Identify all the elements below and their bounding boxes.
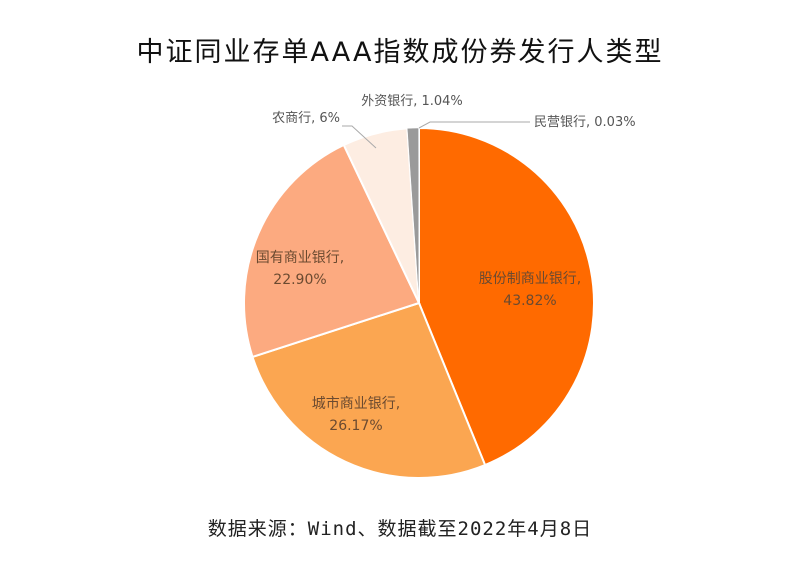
pie-slice <box>418 126 595 467</box>
slice-label: 农商行, 6% <box>272 111 340 126</box>
slice-label: 外资银行, 1.04% <box>361 94 463 109</box>
leader-line <box>418 121 530 129</box>
slice-label: 城市商业银行, <box>312 395 400 412</box>
data-source-note: 数据来源：Wind、数据截至2022年4月8日 <box>207 518 593 540</box>
pie-slice <box>243 143 421 359</box>
pie-labels: 股份制商业银行, 43.82% 城市商业银行, 26.17% 国有商业银行, 22.90%… <box>256 94 636 434</box>
slice-label: 26.17% <box>329 418 382 434</box>
slice-label: 22.90% <box>273 272 326 288</box>
pie-slices <box>243 126 595 479</box>
leader-line <box>342 125 377 149</box>
chart-title: 中证同业存单AAA指数成份券发行人类型 <box>136 37 664 68</box>
slice-label: 国有商业银行, <box>256 250 344 266</box>
pie-slice <box>251 301 487 479</box>
slice-label: 43.82% <box>503 293 556 309</box>
slice-label: 股份制商业银行, <box>479 271 581 287</box>
slice-label: 民营银行, 0.03% <box>534 115 636 130</box>
